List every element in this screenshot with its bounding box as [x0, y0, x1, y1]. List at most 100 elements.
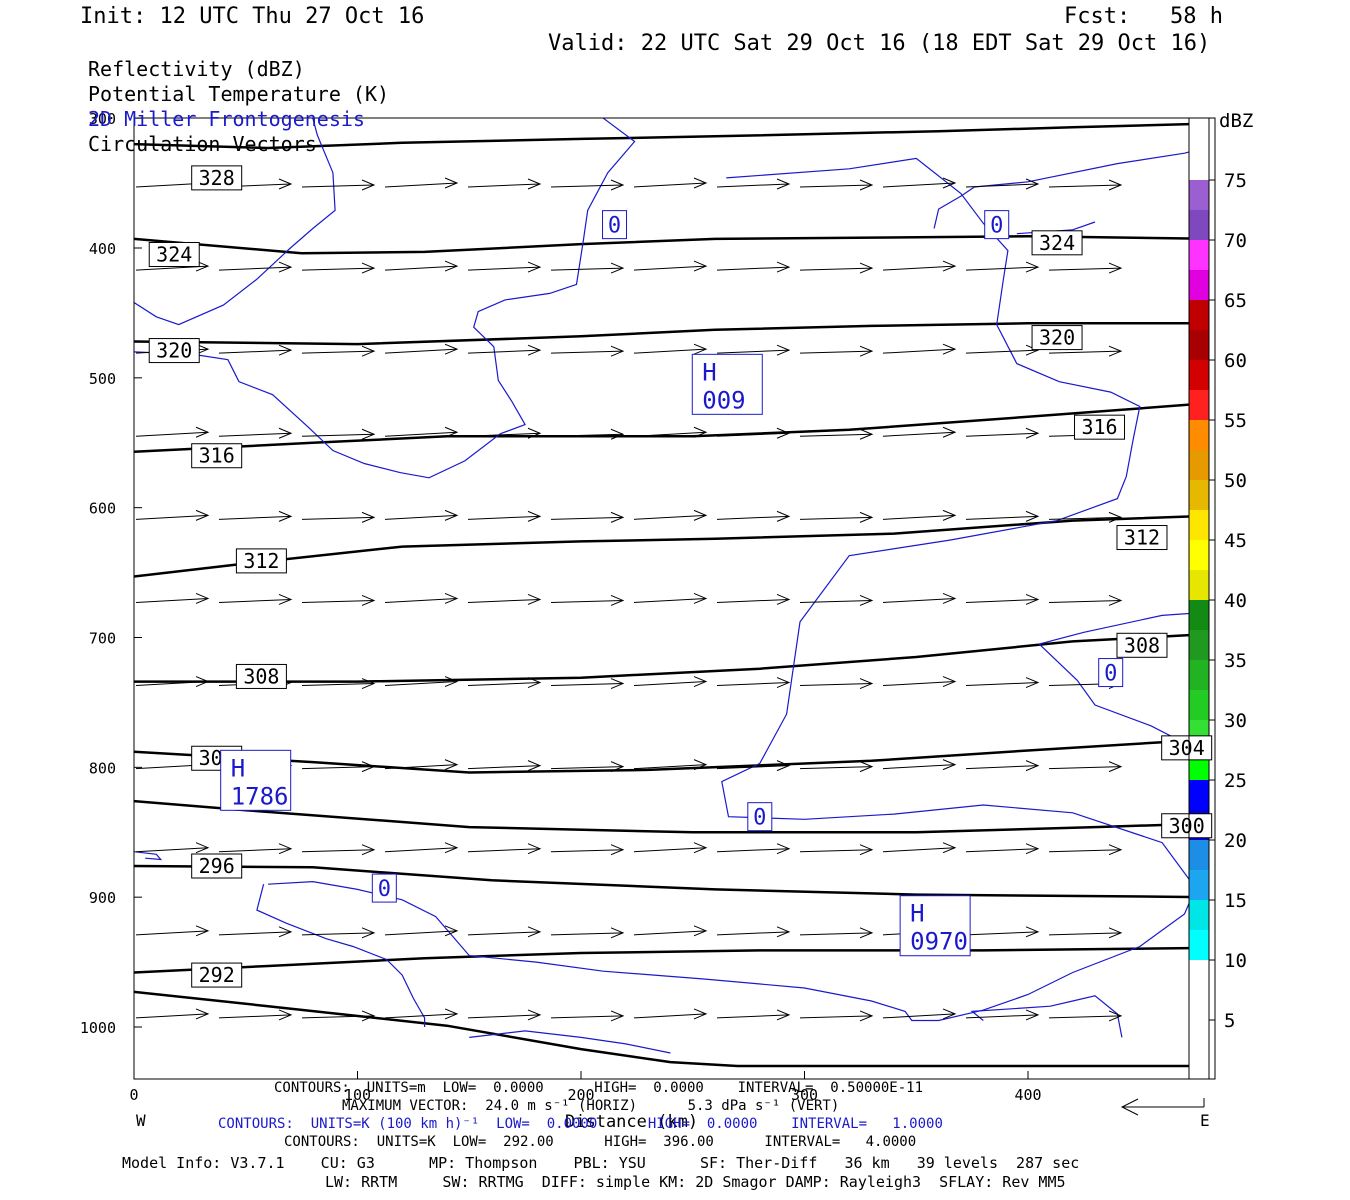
colorbar-swatch — [1189, 780, 1209, 810]
theta-label-text: 324 — [1039, 231, 1075, 255]
circulation-vector — [1048, 594, 1123, 606]
footer-contours-theta: CONTOURS: UNITS=K LOW= 292.00 HIGH= 396.… — [284, 1134, 917, 1150]
colorbar-label: 75 — [1224, 170, 1247, 192]
circulation-vector — [633, 676, 708, 687]
frontogenesis-label: 0 — [602, 210, 628, 240]
circulation-vector — [799, 428, 874, 440]
colorbar-swatch — [1189, 330, 1209, 360]
circulation-vector — [799, 844, 874, 856]
circulation-vector — [467, 593, 542, 605]
circulation-vector — [467, 843, 542, 855]
circulation-vector — [633, 842, 708, 854]
y-tick-label: 700 — [89, 630, 116, 648]
circulation-vector — [799, 262, 874, 274]
theta-label: 324 — [1031, 230, 1083, 256]
colorbar-swatch — [1189, 240, 1209, 270]
circulation-vector — [301, 179, 376, 191]
extremum-value: 009 — [702, 386, 745, 414]
theta-label: 328 — [191, 165, 243, 191]
theta-contour-320 — [134, 322, 1189, 346]
frontogenesis-contour — [134, 118, 336, 326]
x-tick-label: 300 — [791, 1086, 818, 1104]
circulation-vector — [467, 1009, 542, 1021]
circulation-vector — [384, 1008, 459, 1020]
circulation-vector — [467, 926, 542, 938]
circulation-vector — [882, 1008, 957, 1020]
circulation-vector — [799, 511, 874, 523]
circulation-vector — [384, 177, 459, 189]
extremum-value: 1786 — [231, 782, 289, 810]
circulation-vector — [882, 260, 957, 272]
y-tick-label: 600 — [89, 500, 116, 518]
frontogenesis-label-text: 0 — [1104, 662, 1117, 687]
colorbar-label: 10 — [1224, 950, 1247, 972]
theta-label: 324 — [148, 241, 200, 267]
colorbar-swatch — [1189, 900, 1209, 930]
colorbar-swatch — [1189, 210, 1209, 240]
theta-label: 320 — [148, 338, 200, 364]
circulation-vector — [965, 843, 1040, 855]
circulation-vector — [550, 678, 625, 689]
circulation-vector — [301, 262, 376, 274]
circulation-vector — [218, 427, 293, 439]
circulation-vector — [716, 760, 791, 772]
circulation-vector — [799, 594, 874, 606]
colorbar-swatch — [1189, 510, 1209, 540]
colorbar-label: 45 — [1224, 530, 1247, 552]
circulation-vector — [301, 761, 376, 773]
circulation-vector — [716, 427, 791, 439]
frontogenesis-contour — [134, 851, 163, 861]
circulation-vector — [633, 343, 708, 355]
circulation-vector — [218, 1009, 293, 1021]
colorbar-unit: dBZ — [1219, 110, 1253, 132]
frontogenesis-contour — [933, 151, 1189, 229]
potential-temperature-contours — [134, 122, 1189, 1068]
theta-label-text: 316 — [1081, 415, 1117, 439]
circulation-vector — [799, 678, 874, 689]
theta-contour-line-10 — [134, 990, 1189, 1068]
circulation-vector — [799, 1010, 874, 1022]
circulation-vector — [550, 761, 625, 773]
circulation-vector — [716, 510, 791, 522]
circulation-vector — [1048, 844, 1123, 856]
theta-contour-296 — [134, 864, 1189, 899]
frontogenesis-label: 0 — [984, 210, 1010, 240]
x-tick-label: 200 — [567, 1086, 594, 1104]
circulation-vector — [301, 345, 376, 357]
footer-contours-frontogenesis: CONTOURS: UNITS=K (100 km h)⁻¹ LOW= 0.00… — [218, 1116, 943, 1132]
colorbar-swatch — [1189, 540, 1209, 570]
circulation-vector — [550, 844, 625, 856]
circulation-vector — [882, 509, 957, 521]
theta-label: 312 — [235, 548, 287, 574]
theta-label-text: 312 — [1124, 526, 1160, 550]
circulation-vector — [633, 925, 708, 937]
circulation-vector — [716, 843, 791, 855]
theta-label: 308 — [1116, 632, 1168, 658]
colorbar-swatch — [1189, 570, 1209, 600]
circulation-vector — [384, 343, 459, 355]
colorbar-label: 35 — [1224, 650, 1247, 672]
axis-ticks: 300 400 500 600 700 800 900 1000 0 100 200 300 400 — [80, 110, 1205, 1116]
circulation-vector — [384, 842, 459, 854]
theta-label-text: 300 — [1169, 814, 1205, 838]
circulation-vector — [633, 592, 708, 604]
theta-label: 300 — [1161, 813, 1213, 839]
colorbar-label: 25 — [1224, 770, 1247, 792]
circulation-vector — [301, 927, 376, 939]
circulation-vector — [1048, 1010, 1123, 1022]
circulation-vector — [550, 594, 625, 606]
y-tick-label: 800 — [89, 759, 116, 777]
colorbar-label: 15 — [1224, 890, 1247, 912]
circulation-vector — [218, 510, 293, 522]
theta-label: 312 — [1116, 525, 1168, 551]
footer-contours-m: CONTOURS: UNITS=m LOW= 0.0000 HIGH= 0.00… — [274, 1080, 924, 1096]
circulation-vector — [716, 344, 791, 356]
legend-reflectivity: Reflectivity (dBZ) — [88, 57, 305, 81]
circulation-vector — [384, 925, 459, 937]
circulation-vector — [550, 262, 625, 274]
frontogenesis-label-text: 0 — [753, 806, 766, 831]
circulation-vector — [882, 592, 957, 604]
